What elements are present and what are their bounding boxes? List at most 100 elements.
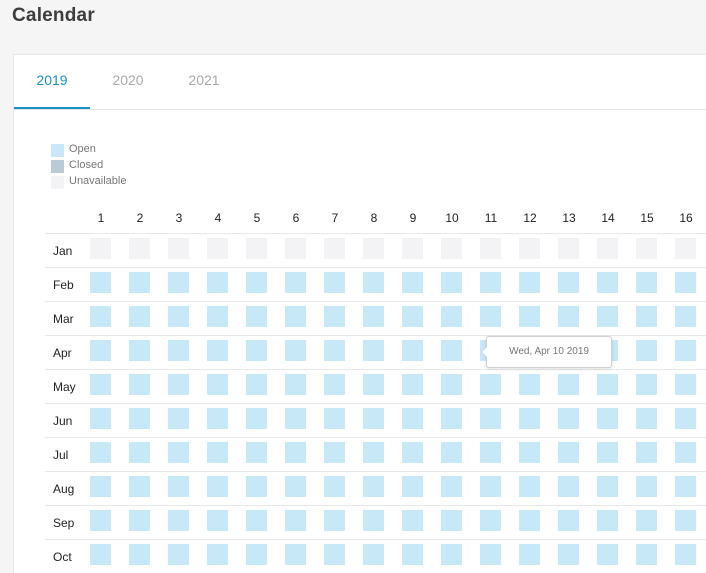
day-cell[interactable] (636, 510, 657, 531)
day-cell[interactable] (129, 442, 150, 463)
day-cell[interactable] (129, 306, 150, 327)
day-cell[interactable] (480, 544, 501, 565)
day-cell[interactable] (675, 408, 696, 429)
day-cell[interactable] (207, 306, 228, 327)
day-cell[interactable] (675, 544, 696, 565)
day-cell[interactable] (441, 442, 462, 463)
day-cell[interactable] (441, 272, 462, 293)
day-cell[interactable] (441, 510, 462, 531)
day-cell[interactable] (90, 238, 111, 259)
day-cell[interactable] (558, 272, 579, 293)
day-cell[interactable] (675, 510, 696, 531)
day-cell[interactable] (519, 476, 540, 497)
day-cell[interactable] (90, 476, 111, 497)
day-cell[interactable] (597, 442, 618, 463)
day-cell[interactable] (519, 374, 540, 395)
day-cell[interactable] (90, 510, 111, 531)
day-cell[interactable] (363, 374, 384, 395)
day-cell[interactable] (285, 306, 306, 327)
day-cell[interactable] (324, 442, 345, 463)
day-cell[interactable] (129, 510, 150, 531)
day-cell[interactable] (402, 442, 423, 463)
day-cell[interactable] (675, 306, 696, 327)
day-cell[interactable] (324, 238, 345, 259)
day-cell[interactable] (558, 374, 579, 395)
day-cell[interactable] (324, 340, 345, 361)
day-cell[interactable] (246, 340, 267, 361)
day-cell[interactable] (324, 374, 345, 395)
day-cell[interactable] (558, 476, 579, 497)
day-cell[interactable] (90, 340, 111, 361)
day-cell[interactable] (363, 544, 384, 565)
day-cell[interactable] (363, 238, 384, 259)
day-cell[interactable] (90, 374, 111, 395)
day-cell[interactable] (636, 272, 657, 293)
day-cell[interactable] (597, 408, 618, 429)
day-cell[interactable] (441, 408, 462, 429)
tab-2019[interactable]: 2019 (36, 72, 68, 88)
day-cell[interactable] (636, 238, 657, 259)
day-cell[interactable] (480, 272, 501, 293)
day-cell[interactable] (363, 340, 384, 361)
day-cell[interactable] (480, 510, 501, 531)
day-cell[interactable] (675, 476, 696, 497)
day-cell[interactable] (285, 272, 306, 293)
day-cell[interactable] (597, 544, 618, 565)
day-cell[interactable] (363, 510, 384, 531)
day-cell[interactable] (363, 408, 384, 429)
day-cell[interactable] (207, 544, 228, 565)
day-cell[interactable] (363, 306, 384, 327)
day-cell[interactable] (519, 510, 540, 531)
day-cell[interactable] (324, 510, 345, 531)
day-cell[interactable] (636, 340, 657, 361)
day-cell[interactable] (246, 510, 267, 531)
day-cell[interactable] (90, 544, 111, 565)
day-cell[interactable] (597, 272, 618, 293)
day-cell[interactable] (246, 408, 267, 429)
day-cell[interactable] (363, 476, 384, 497)
day-cell[interactable] (363, 272, 384, 293)
day-cell[interactable] (90, 272, 111, 293)
day-cell[interactable] (324, 544, 345, 565)
day-cell[interactable] (636, 408, 657, 429)
day-cell[interactable] (285, 442, 306, 463)
day-cell[interactable] (519, 238, 540, 259)
day-cell[interactable] (129, 238, 150, 259)
day-cell[interactable] (168, 510, 189, 531)
day-cell[interactable] (597, 238, 618, 259)
day-cell[interactable] (285, 476, 306, 497)
day-cell[interactable] (90, 442, 111, 463)
day-cell[interactable] (324, 408, 345, 429)
day-cell[interactable] (168, 442, 189, 463)
day-cell[interactable] (285, 408, 306, 429)
day-cell[interactable] (480, 476, 501, 497)
day-cell[interactable] (285, 544, 306, 565)
day-cell[interactable] (480, 306, 501, 327)
day-cell[interactable] (558, 408, 579, 429)
day-cell[interactable] (246, 476, 267, 497)
day-cell[interactable] (285, 238, 306, 259)
day-cell[interactable] (168, 374, 189, 395)
day-cell[interactable] (636, 442, 657, 463)
day-cell[interactable] (402, 510, 423, 531)
day-cell[interactable] (285, 510, 306, 531)
day-cell[interactable] (402, 374, 423, 395)
day-cell[interactable] (207, 272, 228, 293)
day-cell[interactable] (597, 374, 618, 395)
day-cell[interactable] (558, 306, 579, 327)
day-cell[interactable] (675, 238, 696, 259)
day-cell[interactable] (129, 272, 150, 293)
day-cell[interactable] (207, 408, 228, 429)
day-cell[interactable] (402, 408, 423, 429)
day-cell[interactable] (246, 306, 267, 327)
day-cell[interactable] (480, 238, 501, 259)
day-cell[interactable] (168, 340, 189, 361)
day-cell[interactable] (441, 476, 462, 497)
day-cell[interactable] (675, 374, 696, 395)
day-cell[interactable] (246, 442, 267, 463)
day-cell[interactable] (441, 374, 462, 395)
day-cell[interactable] (207, 374, 228, 395)
day-cell[interactable] (246, 238, 267, 259)
day-cell[interactable] (285, 340, 306, 361)
tab-2021[interactable]: 2021 (188, 72, 220, 88)
